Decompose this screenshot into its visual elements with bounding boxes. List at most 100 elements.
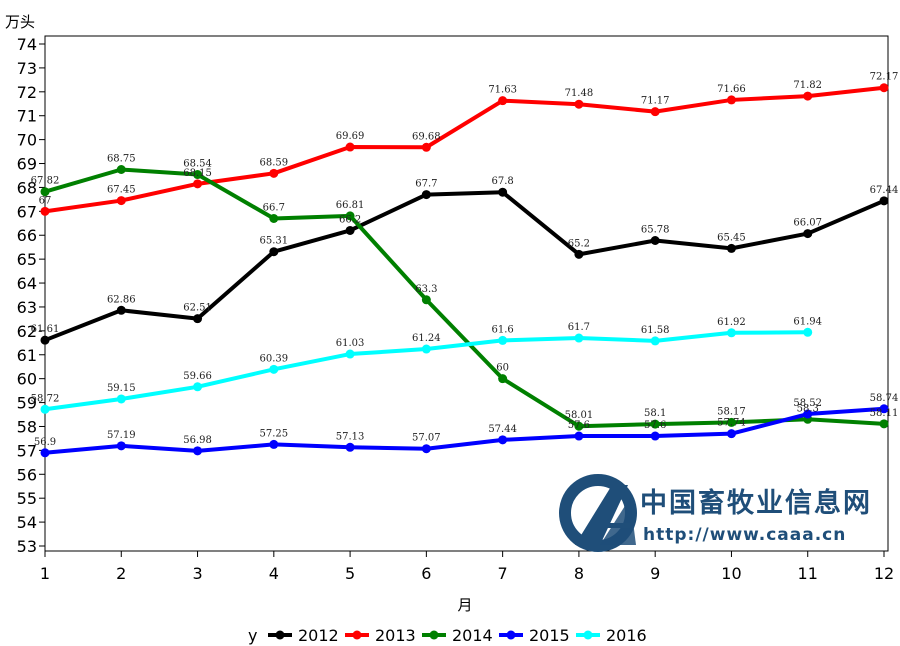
data-point-2013 (345, 142, 355, 152)
data-label-2013: 71.66 (717, 84, 746, 95)
y-tick-label: 59 (17, 394, 37, 413)
data-label-2014: 66.81 (336, 200, 365, 211)
data-point-2015 (40, 448, 50, 458)
data-point-2012 (498, 187, 508, 197)
legend-label-2012: 2012 (298, 626, 339, 645)
data-point-2013 (726, 95, 736, 105)
y-tick-label: 64 (17, 274, 37, 293)
data-point-2013 (269, 168, 279, 178)
data-point-2016 (803, 327, 813, 337)
legend-marker-2015 (506, 630, 516, 640)
data-label-2012: 65.2 (568, 238, 590, 249)
y-tick-label: 57 (17, 441, 37, 460)
y-tick-label: 61 (17, 346, 37, 365)
data-point-2015 (116, 441, 126, 451)
data-label-2016: 61.58 (641, 325, 670, 336)
data-label-2013: 71.63 (488, 85, 517, 96)
data-label-2016: 61.94 (793, 316, 822, 327)
watermark: 中国畜牧业信息网 http://www.caaa.cn (559, 474, 872, 552)
data-point-2015 (345, 442, 355, 452)
data-point-2013 (40, 206, 50, 216)
legend: y 2012 2013 2014 2015 2016 (248, 626, 647, 645)
data-point-2016 (40, 404, 50, 414)
data-point-2012 (650, 235, 660, 245)
data-point-2016 (498, 335, 508, 345)
y-tick-label: 70 (17, 131, 37, 150)
y-tick-label: 62 (17, 322, 37, 341)
legend-label-2015: 2015 (529, 626, 570, 645)
legend-title: y (248, 626, 257, 645)
data-point-2015 (421, 444, 431, 454)
data-point-2012 (193, 314, 203, 324)
data-point-2014 (40, 187, 50, 197)
x-tick-label: 1 (40, 564, 50, 583)
data-label-2013: 72.17 (870, 72, 899, 83)
data-label-2015: 57.6 (644, 420, 666, 431)
watermark-title: 中国畜牧业信息网 (640, 487, 872, 519)
legend-marker-2016 (583, 630, 593, 640)
series-line-2015 (44, 406, 885, 455)
data-label-2014: 68.75 (107, 154, 136, 165)
data-label-2015: 58.52 (793, 398, 822, 409)
y-tick-label: 71 (17, 107, 37, 126)
data-label-2013: 71.82 (793, 80, 822, 91)
data-label-2014: 60 (496, 363, 509, 374)
data-label-2012: 67.7 (415, 179, 437, 190)
data-label-2014: 58.11 (870, 408, 899, 419)
data-label-2012: 66.07 (793, 218, 822, 229)
data-label-2015: 57.13 (336, 431, 365, 442)
data-label-2015: 57.44 (488, 424, 517, 435)
data-point-2014 (193, 170, 203, 180)
data-label-2014: 58.1 (644, 408, 666, 419)
data-point-2013 (803, 91, 813, 101)
data-label-2012: 67.44 (870, 185, 899, 196)
y-axis-label: 万头 (5, 13, 35, 31)
y-tick-label: 63 (17, 298, 37, 317)
x-tick-label: 7 (498, 564, 508, 583)
data-point-2014 (726, 417, 736, 427)
data-label-2012: 67.8 (492, 176, 514, 187)
x-tick-label: 9 (650, 564, 660, 583)
data-point-2012 (421, 190, 431, 200)
legend-marker-2012 (275, 630, 285, 640)
x-tick-label: 5 (345, 564, 355, 583)
data-label-2012: 61.61 (31, 324, 60, 335)
y-tick-label: 56 (17, 465, 37, 484)
data-label-2016: 59.66 (183, 371, 212, 382)
data-label-2014: 63.3 (415, 284, 437, 295)
x-tick-label: 8 (574, 564, 584, 583)
data-point-2013 (193, 179, 203, 189)
legend-marker-2013 (352, 630, 362, 640)
watermark-logo-icon (559, 474, 637, 552)
data-label-2014: 68.54 (183, 159, 212, 170)
data-label-2015: 56.9 (34, 437, 56, 448)
data-point-2015 (193, 446, 203, 456)
data-label-2012: 65.31 (259, 236, 288, 247)
data-label-2016: 61.03 (336, 338, 365, 349)
data-point-2016 (726, 328, 736, 338)
data-label-2015: 57.74 (717, 418, 746, 429)
x-tick-label: 3 (192, 564, 202, 583)
data-point-2015 (574, 431, 584, 441)
y-tick-label: 73 (17, 59, 37, 78)
data-point-2012 (574, 249, 584, 259)
x-tick-label: 11 (798, 564, 818, 583)
y-axis: 53 54 55 56 57 58 59 60 61 62 63 64 65 66 67 68 69 70 71 72… (17, 35, 45, 556)
data-point-2012 (40, 335, 50, 345)
data-point-2015 (650, 431, 660, 441)
data-label-2013: 69.69 (336, 131, 365, 142)
data-label-2013: 69.68 (412, 131, 441, 142)
data-point-2014 (498, 374, 508, 384)
data-point-2014 (879, 419, 889, 429)
data-label-2016: 60.39 (259, 353, 288, 364)
data-label-2013: 68.15 (183, 168, 212, 179)
x-axis-label: 月 (457, 596, 472, 614)
data-point-2013 (650, 107, 660, 117)
y-tick-label: 69 (17, 155, 37, 174)
data-label-2015: 57.6 (568, 420, 590, 431)
y-tick-label: 66 (17, 226, 37, 245)
y-tick-label: 53 (17, 537, 37, 556)
data-point-2014 (269, 214, 279, 224)
x-tick-label: 2 (116, 564, 126, 583)
series-layer (40, 83, 889, 458)
